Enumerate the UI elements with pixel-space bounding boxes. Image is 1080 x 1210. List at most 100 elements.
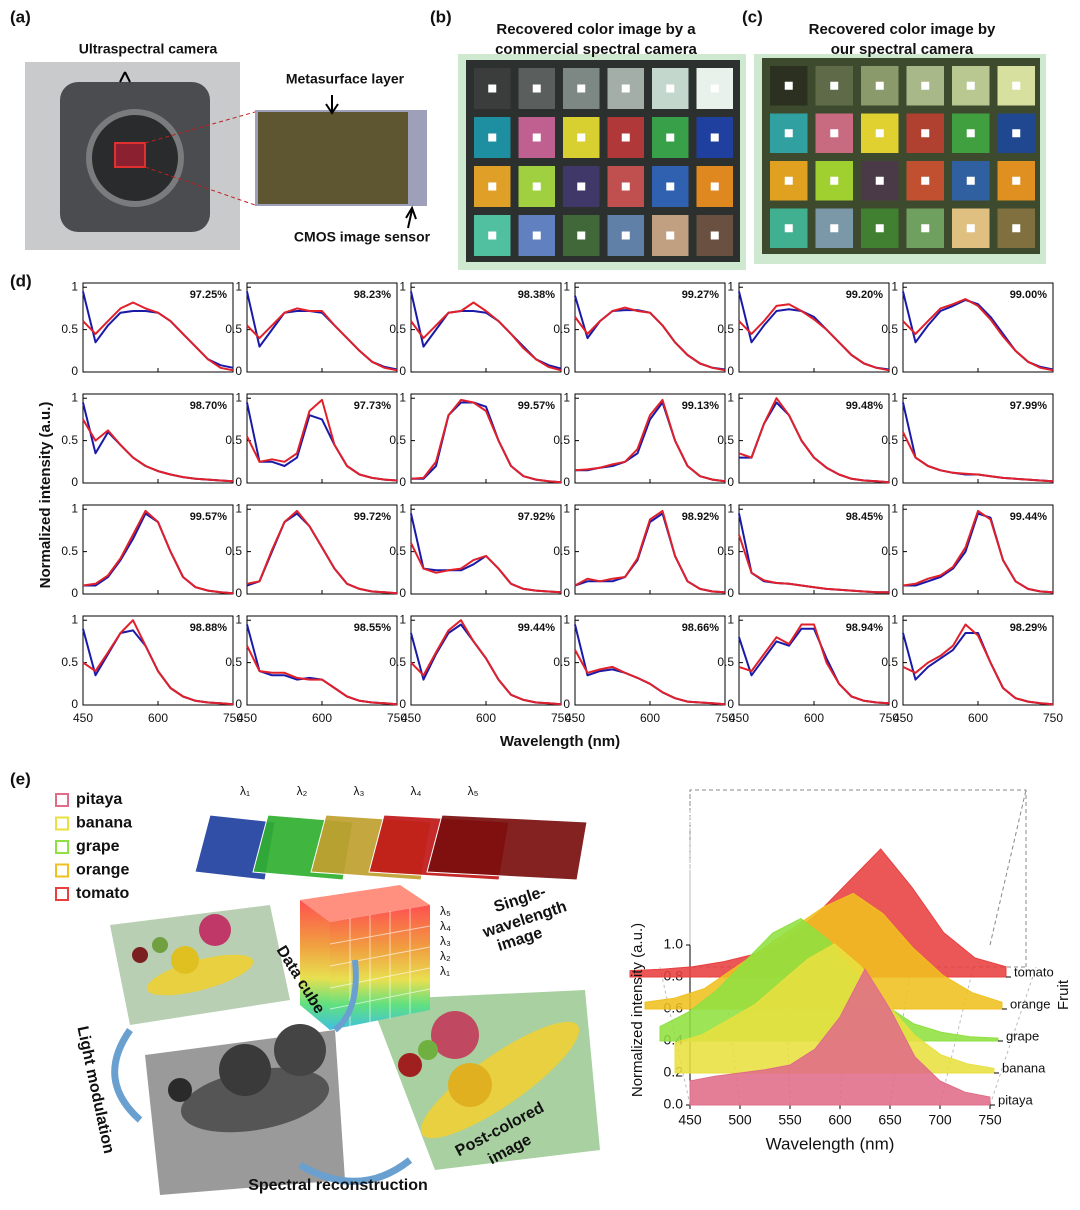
y-tick-label: 0.5 [225, 433, 242, 447]
y-axis-title: Normalized intensity (a.u.) [37, 402, 54, 589]
x-axis-title: Wavelength (nm) [766, 1134, 895, 1153]
spectrum-line [738, 627, 890, 705]
cube-wavelength-label: λ₂ [440, 949, 451, 963]
y-tick-label: 1 [563, 279, 570, 293]
step-label: Light modulation [73, 1025, 117, 1155]
patch-marker [875, 81, 884, 90]
x-tick-label: 750 [387, 711, 407, 725]
wavelength-label: λ₁ [240, 784, 250, 798]
fruit [180, 1067, 330, 1133]
x-tick-label: 450 [729, 711, 749, 725]
spectrum-line [738, 291, 890, 371]
y-tick-label: 0.5 [717, 322, 734, 336]
accuracy-label: 98.45% [846, 511, 884, 523]
accuracy-label: 98.29% [1010, 622, 1048, 634]
y-tick-label: 0.5 [881, 544, 898, 558]
y-tick-label: 1 [563, 501, 570, 515]
spectrum-line [574, 649, 726, 706]
legend-label: grape [76, 838, 120, 855]
accuracy-label: 98.88% [190, 622, 228, 634]
spectrum-line [246, 512, 398, 595]
y-tick-label: 0 [891, 697, 898, 711]
y-tick-label: 1 [235, 612, 242, 626]
y-tick-label: 1 [399, 612, 406, 626]
fruit [420, 1021, 580, 1139]
color-checker-c [762, 58, 1040, 254]
spectrum-line [902, 509, 1054, 594]
step-label: Spectral reconstruction [248, 1177, 428, 1194]
patch-marker [830, 224, 839, 233]
subplot: 0 0.5 1 450 600 750 98.88% [61, 612, 243, 725]
y-axis-title: Normalized intensity (a.u.) [629, 923, 646, 1097]
spectrum-line [574, 398, 726, 483]
patch-marker [1012, 129, 1021, 138]
x-tick-label: 600 [312, 711, 332, 725]
x-tick-label: 750 [1043, 711, 1063, 725]
arrow [405, 205, 417, 229]
panel-label: (e) [10, 769, 31, 788]
y-tick-label: 1 [727, 390, 734, 404]
patch-marker [875, 176, 884, 185]
legend-label: orange [76, 862, 129, 879]
x-tick-label: 550 [778, 1112, 802, 1128]
panel-label: (d) [10, 271, 32, 290]
spectrum-line [902, 632, 1054, 706]
spectrum-line [410, 513, 562, 594]
spectrum-line [410, 619, 562, 706]
fruit [219, 1044, 271, 1096]
y-tick-label: 0.5 [881, 655, 898, 669]
patch-marker [830, 176, 839, 185]
spectrum-line [738, 513, 889, 594]
y-tick-label: 1 [235, 501, 242, 515]
x-tick-label: 600 [640, 711, 660, 725]
patch-marker [830, 129, 839, 138]
panel-title: commercial spectral camera [495, 41, 697, 58]
y-tick-label: 0 [235, 364, 242, 378]
spectrum-line [246, 645, 398, 706]
cube-wavelength-label: λ₅ [440, 904, 451, 918]
y-tick-label: 0 [891, 364, 898, 378]
spectrum-line [902, 291, 1054, 371]
spectrum-line [738, 303, 890, 372]
x-tick-label: 650 [878, 1112, 902, 1128]
subplot: 0 0.5 1 99.44% [881, 501, 1054, 600]
y-tick-label: 0 [563, 364, 570, 378]
subplot: 0 0.5 1 97.99% [881, 390, 1054, 489]
patch-marker [621, 133, 630, 142]
accuracy-label: 99.27% [682, 289, 720, 301]
patch-marker [875, 129, 884, 138]
patch-marker [577, 133, 586, 142]
y-tick-label: 0 [563, 475, 570, 489]
y-tick-label: 0.5 [389, 655, 406, 669]
subplot: 0 0.5 1 450 600 750 98.66% [553, 612, 735, 725]
y-tick-label: 0.5 [553, 433, 570, 447]
accuracy-label: 98.70% [190, 400, 228, 412]
y-tick-label: 1 [727, 612, 734, 626]
legend-swatch [55, 840, 69, 854]
panel-label: (b) [430, 7, 452, 26]
accuracy-label: 97.99% [1010, 400, 1048, 412]
y-tick-label: 0 [727, 475, 734, 489]
x-tick-label: 600 [476, 711, 496, 725]
fruit-label: tomato [1014, 964, 1054, 979]
z-axis-title: Fruit [1055, 979, 1072, 1010]
subplot: 0 0.5 1 98.23% [225, 279, 398, 378]
patch-marker [666, 231, 675, 240]
fruit-label: pitaya [998, 1092, 1033, 1107]
x-tick-label: 600 [148, 711, 168, 725]
y-tick-label: 0.5 [225, 655, 242, 669]
patch-marker [488, 84, 497, 93]
x-axis-title: Wavelength (nm) [500, 733, 620, 750]
spectrum-line [82, 509, 234, 595]
wavelength-slice [426, 814, 588, 881]
legend-swatch [55, 887, 69, 901]
spectrum-line [82, 628, 234, 706]
patch-marker [921, 224, 930, 233]
subplot: 0 0.5 1 97.92% [389, 501, 562, 600]
fruit-label: orange [1010, 996, 1050, 1011]
accuracy-label: 99.72% [354, 511, 392, 523]
flow-arrow [333, 959, 359, 1033]
x-tick-label: 600 [968, 711, 988, 725]
fruit [199, 914, 231, 946]
spectrum-area [689, 967, 991, 1106]
